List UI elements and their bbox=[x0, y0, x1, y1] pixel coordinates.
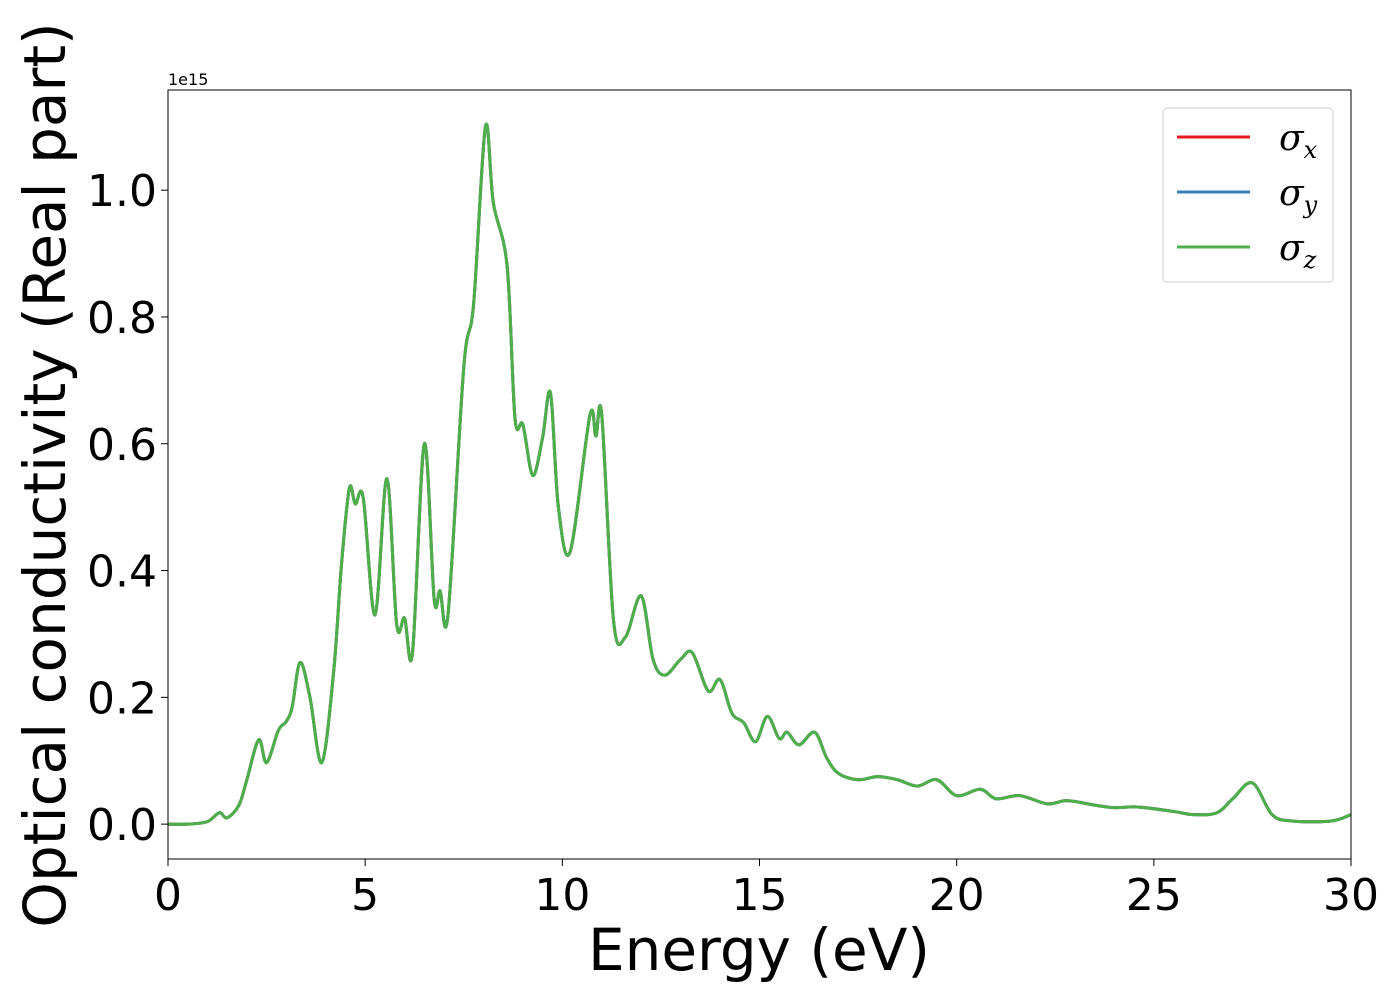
y-tick-label: 0.4 bbox=[87, 547, 157, 598]
x-tick-label: 20 bbox=[929, 870, 985, 921]
legend-box bbox=[1162, 107, 1334, 283]
x-tick-label: 30 bbox=[1323, 870, 1379, 921]
y-tick-label: 0.8 bbox=[87, 293, 157, 344]
x-tick-label: 15 bbox=[732, 870, 788, 921]
x-axis-label: Energy (eV) bbox=[588, 916, 930, 984]
y-axis-ticks: 0.0 0.2 0.4 0.6 0.8 1.0 bbox=[87, 166, 168, 851]
y-axis-label: Optical conductivity (Real part) bbox=[11, 22, 79, 927]
x-tick-label: 25 bbox=[1126, 870, 1182, 921]
y-offset-label: 1e15 bbox=[168, 70, 208, 89]
y-tick-label: 0.0 bbox=[87, 800, 157, 851]
y-tick-label: 0.6 bbox=[87, 420, 157, 471]
series-lines bbox=[167, 122, 1352, 826]
y-tick-label: 1.0 bbox=[87, 166, 157, 217]
x-tick-label: 0 bbox=[154, 870, 182, 921]
x-tick-label: 5 bbox=[351, 870, 379, 921]
x-tick-label: 10 bbox=[534, 870, 590, 921]
x-axis-ticks: 0 5 10 15 20 25 30 bbox=[154, 859, 1379, 921]
series-line-3 bbox=[167, 122, 1352, 826]
y-tick-label: 0.2 bbox=[87, 673, 157, 724]
